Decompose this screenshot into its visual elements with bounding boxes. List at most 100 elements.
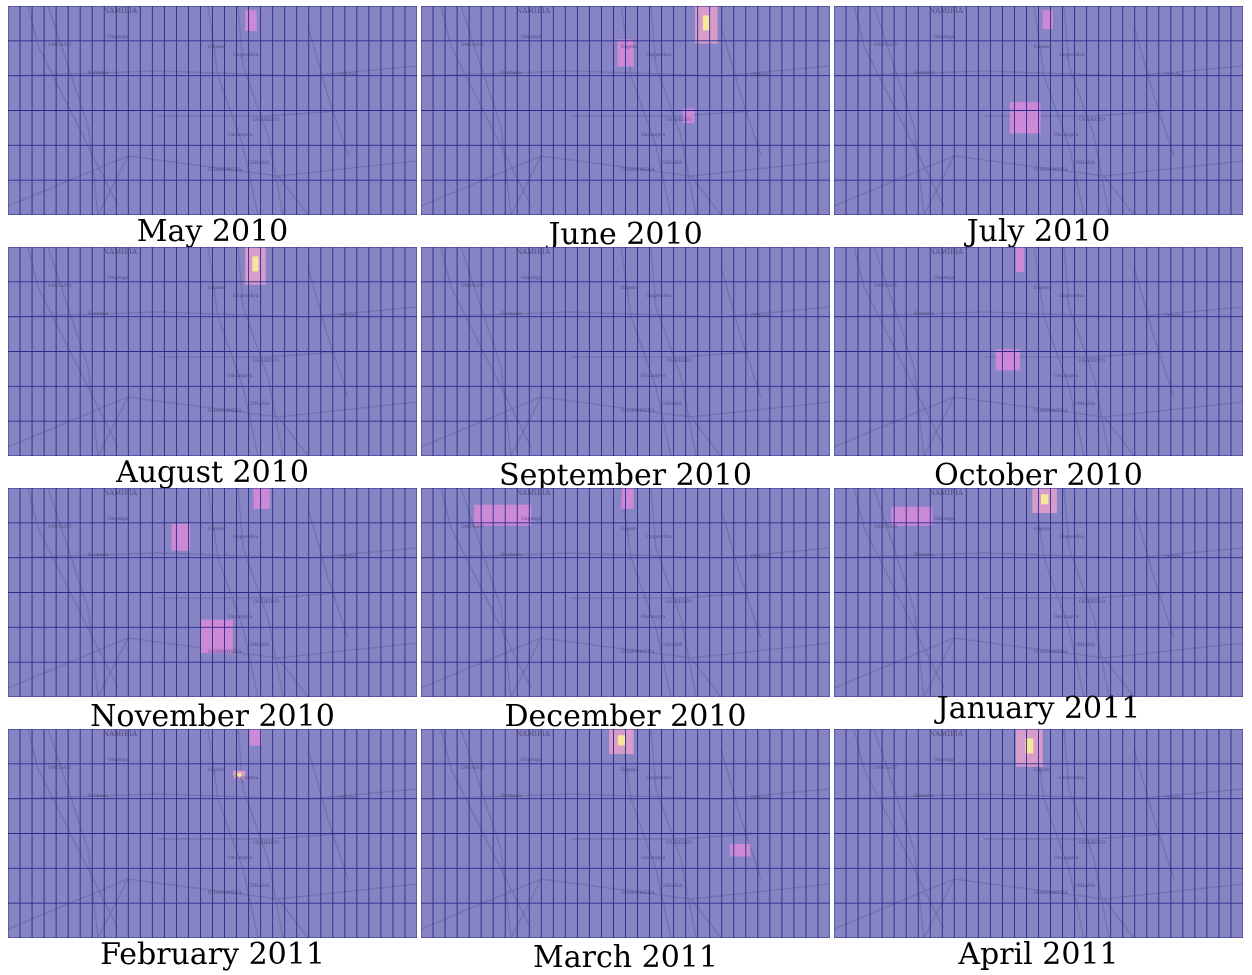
map-feature-line xyxy=(571,110,752,117)
heatmap-map: NAMIBIA Ongenga Engela Ongwediva Eenhana Ondo… xyxy=(421,6,830,215)
map-panel: NAMIBIA Ongenga Engela Ongwediva Eenhana Ondo… xyxy=(8,488,417,733)
map-place-label: NAMIBIA xyxy=(929,489,964,497)
map-feature-line xyxy=(8,306,417,318)
map-place-label: Ondangwa xyxy=(641,855,666,861)
map-place-label: Eenhana xyxy=(88,70,108,76)
map-svg: NAMIBIA Ongenga Engela Ongwediva Eenhana Ondo… xyxy=(421,488,830,697)
map-feature-line xyxy=(834,65,1243,77)
heat-cell xyxy=(995,349,1021,371)
map-feature-line xyxy=(8,788,417,800)
map-feature-line xyxy=(158,351,339,358)
map-place-label: OSHIKOTO xyxy=(666,840,692,846)
map-feature-line xyxy=(571,592,752,599)
heat-cell xyxy=(891,506,933,526)
map-place-label: Ongwediva xyxy=(233,775,259,781)
heat-cell xyxy=(1009,102,1041,134)
map-feature-line xyxy=(650,6,697,215)
map-place-label: Ondobe xyxy=(1164,313,1182,319)
heatmap-map: NAMIBIA Ongenga Engela Ongwediva Eenhana Ondo… xyxy=(834,247,1243,456)
panel-caption: August 2010 xyxy=(116,455,309,490)
map-feature-line xyxy=(460,488,512,697)
map-svg: NAMIBIA Ongenga Engela Ongwediva Eenhana Ondo… xyxy=(421,6,830,215)
map-place-label: OHANGWENA xyxy=(1034,890,1068,896)
map-feature-line xyxy=(690,657,722,697)
map-panel: NAMIBIA Ongenga Engela Ongwediva Eenhana Ondo… xyxy=(8,729,417,971)
map-place-label: Eenhana xyxy=(914,793,934,799)
map-feature-line xyxy=(834,788,1243,800)
map-place-label: Eenhana xyxy=(88,793,108,799)
heat-cell-core xyxy=(1040,494,1049,505)
panel-caption: February 2011 xyxy=(100,937,325,972)
map-feature-line xyxy=(571,833,752,840)
map-feature-line xyxy=(237,729,284,938)
map-feature-line xyxy=(690,175,722,215)
map-place-label: Ongenga xyxy=(934,34,955,40)
map-feature-line xyxy=(47,488,99,697)
map-place-label: Ondangwa xyxy=(228,614,253,620)
panel-caption: September 2010 xyxy=(499,458,752,493)
map-place-label: Ongenga xyxy=(108,516,129,522)
map-feature-line xyxy=(460,247,512,456)
map-place-label: Ondobe xyxy=(1164,72,1182,78)
panel-caption: January 2011 xyxy=(936,691,1141,726)
heatmap-map: NAMIBIA Ongenga Engela Ongwediva Eenhana Ondo… xyxy=(8,729,417,938)
map-place-label: Ondobe xyxy=(1164,554,1182,560)
map-place-label: OSHIKOTO xyxy=(1079,117,1105,123)
map-place-label: Ongwediva xyxy=(1059,52,1085,58)
map-feature-line xyxy=(984,351,1165,358)
map-feature-line xyxy=(307,507,349,639)
map-place-label: Engela xyxy=(621,285,637,291)
map-place-label: OMUSATI xyxy=(461,524,484,530)
map-feature-line xyxy=(923,396,955,456)
map-place-label: OHANGWENA xyxy=(621,890,655,896)
heatmap-map: NAMIBIA Ongenga Engela Ongwediva Eenhana Ondo… xyxy=(8,488,417,697)
map-svg: NAMIBIA Ongenga Engela Ongwediva Eenhana Ondo… xyxy=(834,488,1243,697)
map-place-label: OSHANA xyxy=(1074,160,1096,166)
map-feature-line xyxy=(720,266,762,398)
panel-caption: June 2010 xyxy=(548,217,703,252)
map-place-label: OHANGWENA xyxy=(208,167,242,173)
map-feature-line xyxy=(421,65,830,77)
map-place-label: OMUSATI xyxy=(461,765,484,771)
map-place-label: Ongwediva xyxy=(1059,293,1085,299)
map-place-label: Ongenga xyxy=(521,34,542,40)
map-feature-line xyxy=(8,65,417,77)
map-feature-line xyxy=(1063,6,1110,215)
map-place-label: NAMIBIA xyxy=(929,730,964,738)
heat-cell xyxy=(249,729,262,746)
heat-cell-core xyxy=(1025,738,1034,754)
map-feature-line xyxy=(873,488,925,697)
map-feature-line xyxy=(158,592,339,599)
map-feature-line xyxy=(1103,416,1135,456)
map-place-label: NAMIBIA xyxy=(929,7,964,15)
map-place-label: NAMIBIA xyxy=(103,7,138,15)
map-panel: NAMIBIA Ongenga Engela Ongwediva Eenhana Ondo… xyxy=(8,247,417,489)
map-svg: NAMIBIA Ongenga Engela Ongwediva Eenhana Ondo… xyxy=(834,6,1243,215)
map-feature-line xyxy=(923,155,955,215)
heat-cell xyxy=(200,619,233,654)
map-place-label: Engela xyxy=(208,44,224,50)
map-place-label: Eenhana xyxy=(88,552,108,558)
map-place-label: OSHANA xyxy=(248,160,270,166)
map-feature-line xyxy=(1133,507,1175,639)
map-svg: NAMIBIA Ongenga Engela Ongwediva Eenhana Ondo… xyxy=(834,247,1243,456)
map-place-label: OSHIKOTO xyxy=(253,599,279,605)
map-place-label: OMUSATI xyxy=(48,283,71,289)
map-place-label: Ongenga xyxy=(521,275,542,281)
map-place-label: Engela xyxy=(1034,44,1050,50)
map-panel: NAMIBIA Ongenga Engela Ongwediva Eenhana Ondo… xyxy=(421,729,830,974)
map-feature-line xyxy=(720,748,762,880)
map-place-label: Engela xyxy=(621,44,637,50)
map-place-label: Ondangwa xyxy=(228,132,253,138)
map-feature-line xyxy=(237,488,284,697)
map-feature-line xyxy=(47,729,99,938)
heat-cell-core xyxy=(617,735,626,746)
map-place-label: Ondobe xyxy=(338,313,356,319)
map-feature-line xyxy=(1063,247,1110,456)
map-feature-line xyxy=(277,416,309,456)
map-svg: NAMIBIA Ongenga Engela Ongwediva Eenhana Ondo… xyxy=(8,247,417,456)
map-place-label: Ondangwa xyxy=(641,373,666,379)
heat-cell xyxy=(171,523,191,551)
heatmap-map: NAMIBIA Ongenga Engela Ongwediva Eenhana Ondo… xyxy=(834,488,1243,697)
map-feature-line xyxy=(307,25,349,157)
